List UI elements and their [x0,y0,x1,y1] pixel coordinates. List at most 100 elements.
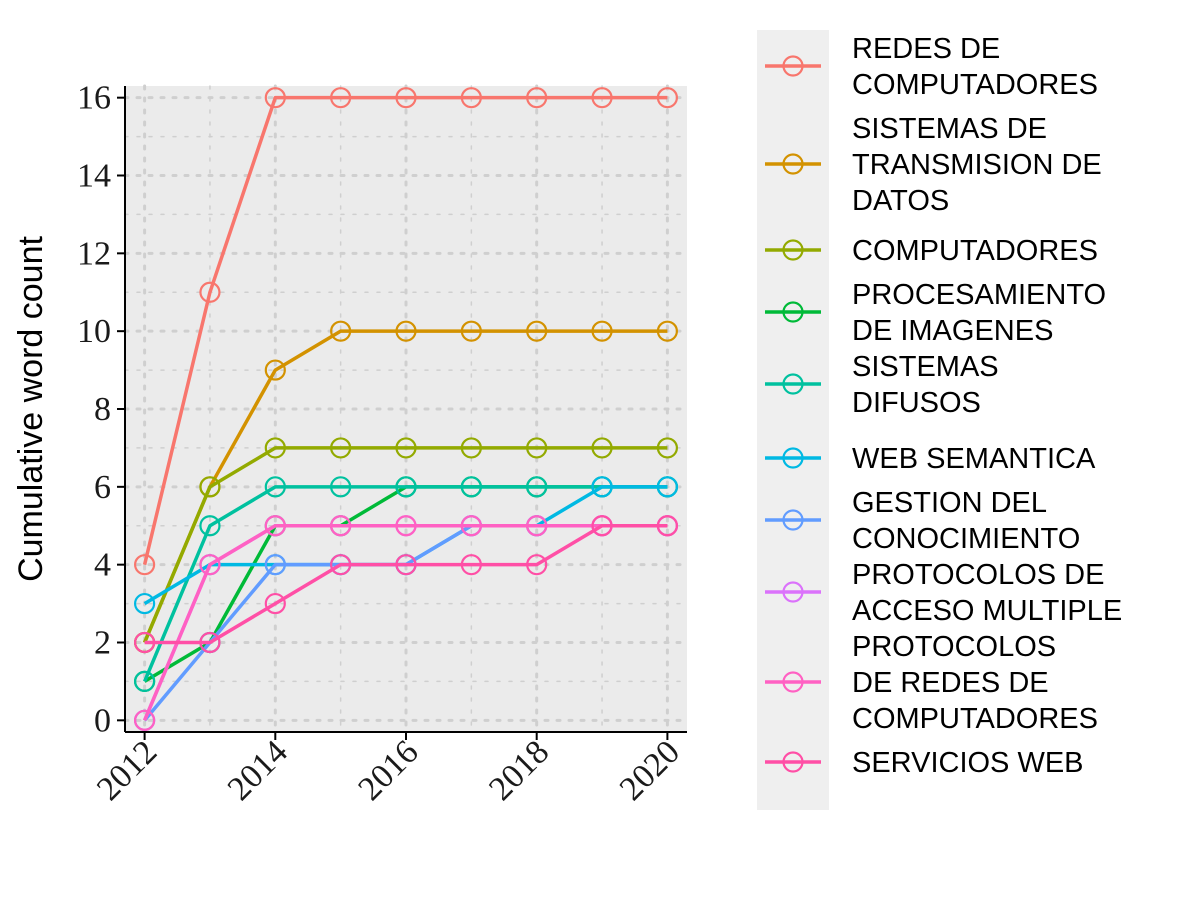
legend-key-point [782,671,804,693]
data-point [134,709,156,731]
y-tick-label: 16 [77,80,111,117]
data-point [264,592,286,615]
legend-key-point [782,751,804,773]
legend-item: REDES DE COMPUTADORES [765,33,1098,101]
y-tick-label: 6 [94,469,111,506]
data-point [199,554,221,576]
data-point [460,87,482,109]
x-tick-label: 2012 [90,733,164,807]
data-point [134,670,156,693]
data-point [656,476,678,498]
data-point [330,476,352,498]
legend-label: COMPUTADORES [852,703,1098,735]
y-tick-label: 2 [94,624,111,661]
y-ticks: 0 2 4 6 8 10 12 14 16 [77,80,125,739]
legend-label: CONOCIMIENTO [852,523,1080,555]
data-point [526,320,548,342]
legend-key-point [782,581,804,603]
y-tick-label: 12 [77,235,111,272]
data-point [526,437,548,459]
data-point [395,554,417,576]
legend-label: REDES DE [852,33,1000,65]
series-line [142,329,668,644]
data-point [591,87,613,109]
legend-label: COMPUTADORES [852,235,1098,267]
data-point [199,281,221,303]
legend-item: PROCESAMIENTO DE IMAGENES [765,279,1106,347]
data-point [199,515,221,537]
data-point [199,631,221,654]
legend-item: SERVICIOS WEB [765,747,1084,779]
data-point [199,476,221,498]
legend-label: DATOS [852,185,949,217]
data-point [134,631,156,654]
data-point [591,320,613,342]
legend-label: SISTEMAS DE [852,113,1047,145]
legend-label: ACCESO MULTIPLE [852,595,1122,627]
y-tick-label: 0 [94,702,111,739]
legend-label: DE REDES DE [852,667,1049,699]
legend-item: PROTOCOLOS DE REDES DE COMPUTADORES [765,631,1098,735]
legend-key-point [782,55,804,77]
data-point [330,515,352,537]
legend-key-point [782,373,804,395]
legend-label: DIFUSOS [852,387,981,419]
data-point [656,437,678,459]
legend-label: GESTION DEL [852,487,1047,519]
legend-label: PROTOCOLOS [852,631,1056,663]
legend-label: DE IMAGENES [852,315,1053,347]
legend-item: GESTION DEL CONOCIMIENTO [765,487,1080,555]
legend-key-point [782,447,804,469]
series-line [144,524,668,645]
data-point [526,554,548,576]
y-tick-label: 14 [77,158,111,195]
legend-label: TRANSMISION DE [852,149,1102,181]
y-tick-label: 10 [77,313,111,350]
y-axis-title: Cumulative word count [12,236,50,582]
legend-key-point [782,301,804,323]
legend-label: PROCESAMIENTO [852,279,1106,311]
legend-key-point [782,509,804,531]
data-point [656,515,678,537]
legend-item: SISTEMAS DE TRANSMISION DE DATOS [765,113,1102,217]
data-point [656,87,678,109]
x-tick-label: 2014 [221,733,295,807]
series-line [142,485,668,683]
data-point [656,320,678,342]
data-point [264,87,286,109]
x-tick-label: 2020 [613,733,687,807]
data-point [460,554,482,576]
x-tick-label: 2016 [351,733,425,807]
legend: REDES DE COMPUTADORES SISTEMAS DE TRANSMISI… [765,33,1122,779]
data-point [330,87,352,109]
data-point [460,515,482,537]
legend-label: SISTEMAS [852,351,999,383]
legend-label: PROTOCOLOS DE [852,559,1104,591]
data-point [264,515,286,537]
data-point [395,87,417,109]
data-point [395,320,417,342]
data-point [330,554,352,576]
data-point [264,554,286,576]
data-point [264,437,286,459]
legend-item: SISTEMAS DIFUSOS [765,351,999,419]
data-point [330,320,352,342]
series-10 [134,515,678,654]
data-point [526,476,548,498]
legend-background [757,30,829,810]
data-point [460,320,482,342]
x-tick-label: 2018 [482,733,556,807]
series-line [142,446,668,644]
data-point [395,476,417,498]
data-point [134,592,156,615]
series-line [142,95,668,566]
data-point [330,437,352,459]
series-layer [134,87,678,731]
series-line [142,524,668,722]
legend-item: PROTOCOLOS DE ACCESO MULTIPLE [765,559,1122,627]
data-point [395,515,417,537]
legend-item: COMPUTADORES [765,235,1098,267]
series-1 [134,87,678,576]
data-point [591,437,613,459]
